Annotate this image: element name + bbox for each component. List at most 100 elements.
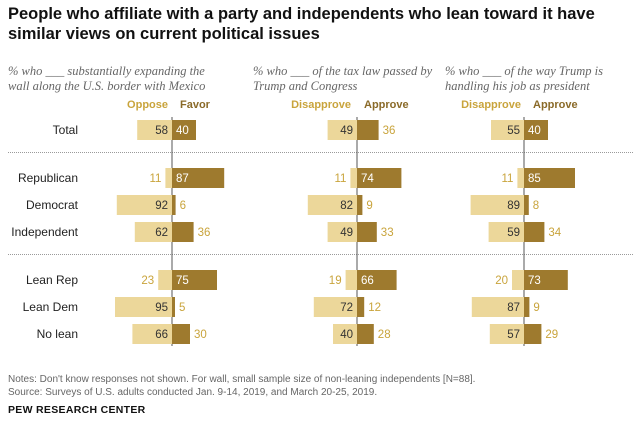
label-taxlaw-negative-republican: 11 (334, 173, 346, 185)
legend-approve-taxlaw: Approve (364, 99, 409, 111)
bar-trump-job-positive-no-lean (524, 324, 542, 344)
label-wall-positive-no-lean: 30 (194, 329, 207, 341)
bar-taxlaw-positive-total (357, 120, 379, 140)
bar-wall-negative-lean-dem (115, 297, 172, 317)
bar-wall-negative-independent (134, 222, 172, 242)
label-trump-job-positive-republican: 85 (528, 173, 541, 185)
bar-wall-positive-lean-rep (172, 270, 217, 290)
bar-wall-negative-democrat (116, 195, 172, 215)
row-label-republican: Republican (17, 171, 78, 185)
bar-wall-positive-total (172, 120, 196, 140)
bar-taxlaw-negative-lean-dem (313, 297, 357, 317)
label-taxlaw-positive-democrat: 9 (366, 200, 372, 212)
label-taxlaw-negative-lean-dem: 72 (340, 302, 353, 314)
panel-subtitle-wall: % who ___ substantially expanding the wa… (8, 64, 206, 93)
label-trump-job-positive-democrat: 8 (533, 200, 539, 212)
label-wall-negative-lean-dem: 95 (155, 302, 168, 314)
bar-wall-positive-no-lean (172, 324, 190, 344)
label-wall-negative-independent: 62 (155, 227, 168, 239)
label-wall-positive-independent: 36 (198, 227, 211, 239)
legend-disapprove-trump-job: Disapprove (461, 99, 521, 111)
bar-taxlaw-positive-democrat (357, 195, 363, 215)
source-line: Source: Surveys of U.S. adults conducted… (8, 386, 378, 398)
bar-trump-job-negative-republican (517, 168, 524, 188)
label-trump-job-positive-no-lean: 29 (545, 329, 558, 341)
bar-taxlaw-positive-independent (357, 222, 377, 242)
notes-line: Notes: Don't know responses not shown. F… (8, 374, 476, 385)
label-taxlaw-negative-lean-rep: 19 (329, 275, 342, 287)
label-trump-job-positive-total: 40 (528, 125, 541, 137)
bar-taxlaw-negative-no-lean (333, 324, 357, 344)
bar-taxlaw-negative-lean-rep (345, 270, 357, 290)
divider-after-total (8, 152, 633, 153)
label-taxlaw-positive-republican: 74 (361, 173, 374, 185)
bar-trump-job-positive-republican (524, 168, 575, 188)
bar-taxlaw-positive-republican (357, 168, 402, 188)
panel-subtitle-taxlaw: % who ___ of the tax law passed by Trump… (253, 64, 433, 93)
bar-trump-job-negative-democrat (470, 195, 524, 215)
label-trump-job-positive-lean-rep: 73 (528, 275, 541, 287)
label-wall-positive-lean-rep: 75 (176, 275, 189, 287)
label-taxlaw-positive-lean-dem: 12 (368, 302, 381, 314)
bar-taxlaw-positive-lean-dem (357, 297, 365, 317)
label-wall-positive-lean-dem: 5 (179, 302, 185, 314)
label-wall-negative-total: 58 (155, 125, 168, 137)
bar-trump-job-positive-lean-dem (524, 297, 530, 317)
label-trump-job-negative-democrat: 89 (507, 200, 520, 212)
label-trump-job-negative-independent: 59 (507, 227, 520, 239)
bar-trump-job-positive-total (524, 120, 548, 140)
row-label-independent: Independent (11, 225, 78, 239)
legend-disapprove-taxlaw: Disapprove (291, 99, 351, 111)
legend-approve-trump-job: Approve (533, 99, 578, 111)
row-label-total: Total (52, 123, 78, 137)
row-label-lean-rep: Lean Rep (25, 273, 78, 287)
label-trump-job-negative-republican: 11 (501, 173, 513, 185)
label-wall-negative-republican: 11 (149, 173, 161, 185)
bar-trump-job-negative-no-lean (489, 324, 524, 344)
bar-trump-job-negative-total (491, 120, 524, 140)
label-trump-job-positive-independent: 34 (548, 227, 561, 239)
bar-taxlaw-positive-lean-rep (357, 270, 397, 290)
legend-oppose: Oppose (127, 99, 168, 111)
label-trump-job-positive-lean-dem: 9 (533, 302, 539, 314)
divider-after-independent (8, 254, 633, 255)
bar-taxlaw-positive-no-lean (357, 324, 374, 344)
row-label-no-lean: No lean (36, 327, 78, 341)
row-label-democrat: Democrat (25, 198, 78, 212)
bar-wall-negative-total (137, 120, 172, 140)
label-taxlaw-negative-democrat: 82 (340, 200, 353, 212)
bar-wall-positive-republican (172, 168, 225, 188)
bar-trump-job-negative-independent (488, 222, 524, 242)
label-wall-negative-no-lean: 66 (155, 329, 168, 341)
bar-taxlaw-negative-total (327, 120, 357, 140)
label-taxlaw-negative-total: 49 (340, 125, 353, 137)
bar-trump-job-negative-lean-dem (471, 297, 524, 317)
chart-title: People who affiliate with a party and in… (8, 5, 595, 43)
bar-taxlaw-negative-independent (327, 222, 357, 242)
bar-trump-job-positive-independent (524, 222, 545, 242)
bar-wall-negative-lean-rep (158, 270, 172, 290)
label-taxlaw-positive-total: 36 (383, 125, 396, 137)
label-trump-job-negative-no-lean: 57 (507, 329, 520, 341)
label-wall-positive-democrat: 6 (180, 200, 186, 212)
label-wall-positive-total: 40 (176, 125, 189, 137)
bar-wall-positive-lean-dem (172, 297, 175, 317)
label-trump-job-negative-lean-rep: 20 (495, 275, 508, 287)
bar-wall-negative-republican (165, 168, 172, 188)
label-taxlaw-positive-independent: 33 (381, 227, 394, 239)
label-wall-positive-republican: 87 (176, 173, 189, 185)
bar-wall-negative-no-lean (132, 324, 172, 344)
bar-taxlaw-negative-democrat (307, 195, 357, 215)
label-taxlaw-negative-independent: 49 (340, 227, 353, 239)
row-label-lean-dem: Lean Dem (22, 300, 78, 314)
label-wall-negative-lean-rep: 23 (141, 275, 154, 287)
label-taxlaw-negative-no-lean: 40 (340, 329, 353, 341)
bar-wall-positive-democrat (172, 195, 176, 215)
bar-taxlaw-negative-republican (350, 168, 357, 188)
bar-trump-job-positive-lean-rep (524, 270, 568, 290)
pew-brand: PEW RESEARCH CENTER (8, 404, 146, 416)
bar-trump-job-positive-democrat (524, 195, 529, 215)
label-taxlaw-positive-no-lean: 28 (378, 329, 391, 341)
label-taxlaw-positive-lean-rep: 66 (361, 275, 374, 287)
